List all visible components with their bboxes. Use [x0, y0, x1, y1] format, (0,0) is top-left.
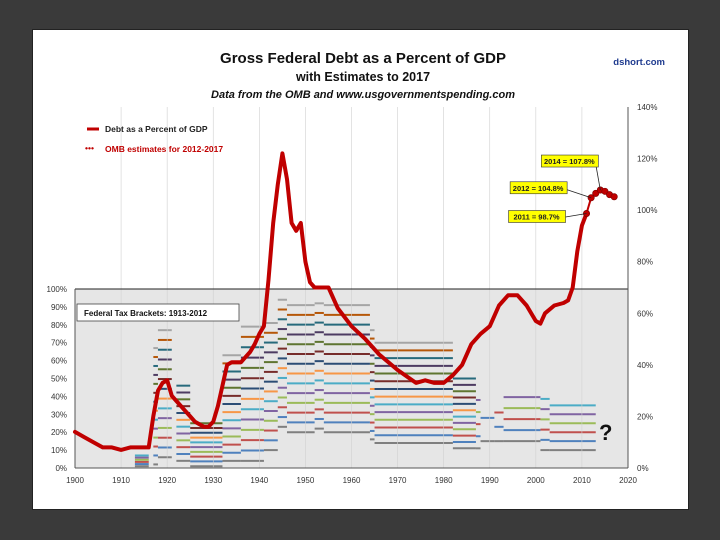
callout-label: 2012 = 104.8%: [513, 184, 564, 193]
chart-frame: Gross Federal Debt as a Percent of GDP w…: [33, 30, 688, 509]
callout-box: [509, 181, 568, 195]
y-axis-left: 0% 10% 20% 30% 40% 50% 60% 70% 80% 90% 100%: [47, 285, 67, 473]
legend-debt-label: Debt as a Percent of GDP: [105, 124, 208, 134]
y-left-tick-label: 30%: [51, 410, 67, 419]
tax-bracket-lines: [134, 298, 596, 468]
callouts: 2011 = 98.7% 2012 = 104.8% 2014 = 107.8%: [508, 154, 601, 223]
x-tick-label: 2020: [619, 476, 637, 485]
y-right-tick-label: 80%: [637, 258, 653, 267]
debt-line: [73, 151, 589, 452]
debt-chart: Gross Federal Debt as a Percent of GDP w…: [47, 50, 665, 485]
debt-series: [73, 151, 589, 452]
y-left-tick-label: 0%: [55, 464, 67, 473]
y-right-tick-label: 120%: [637, 155, 657, 164]
callout-label: 2014 = 107.8%: [544, 157, 595, 166]
x-tick-label: 1990: [481, 476, 499, 485]
x-tick-label: 1930: [204, 476, 222, 485]
x-axis: 1900 1910 1920 1930 1940 1950 1960 1970 1980 1990…: [66, 476, 637, 485]
y-left-tick-label: 80%: [51, 321, 67, 330]
x-tick-label: 1910: [112, 476, 130, 485]
x-tick-label: 1940: [250, 476, 268, 485]
panel-label: Federal Tax Brackets: 1913-2012: [84, 309, 208, 318]
y-left-tick-label: 50%: [51, 375, 67, 384]
estimate-point: [610, 193, 618, 201]
credit-label: dshort.com: [613, 57, 665, 68]
chart-subtitle: with Estimates to 2017: [295, 70, 430, 84]
callout-pointer: [562, 213, 587, 218]
y-right-tick-label: 40%: [637, 361, 653, 370]
callout-box: [508, 210, 566, 223]
question-mark: ?: [599, 420, 612, 445]
y-right-tick-label: 60%: [637, 309, 653, 318]
y-left-tick-label: 70%: [51, 339, 67, 348]
legend-est-swatch: •••: [85, 143, 94, 153]
x-tick-label: 2010: [573, 476, 591, 485]
x-tick-label: 1980: [435, 476, 453, 485]
plot-border: [74, 107, 629, 469]
x-tick-label: 1970: [389, 476, 407, 485]
estimate-points: [583, 186, 618, 217]
y-right-tick-label: 100%: [637, 206, 657, 215]
y-right-tick-label: 140%: [637, 103, 657, 112]
chart-title: Gross Federal Debt as a Percent of GDP: [220, 50, 506, 67]
y-left-tick-label: 40%: [51, 392, 67, 401]
legend: Debt as a Percent of GDP ••• OMB estimat…: [85, 124, 223, 154]
y-axis-right: 0% 20% 40% 60% 80% 100% 120% 140%: [637, 103, 657, 473]
y-left-tick-label: 10%: [51, 446, 67, 455]
x-tick-label: 1920: [158, 476, 176, 485]
x-tick-label: 1900: [66, 476, 84, 485]
panel-label-box: Federal Tax Brackets: 1913-2012: [76, 303, 240, 322]
x-tick-label: 1960: [343, 476, 361, 485]
legend-est-label: OMB estimates for 2012-2017: [105, 144, 223, 154]
y-left-tick-label: 100%: [47, 285, 67, 294]
y-right-tick-label: 0%: [637, 464, 649, 473]
chart-source: Data from the OMB and www.usgovernmentsp…: [211, 89, 515, 101]
x-tick-label: 2000: [527, 476, 545, 485]
y-left-tick-label: 60%: [51, 357, 67, 366]
callout-box: [541, 154, 599, 168]
callout-label: 2011 = 98.7%: [513, 212, 559, 221]
y-left-tick-label: 20%: [51, 428, 67, 437]
y-left-tick-label: 90%: [51, 303, 67, 312]
y-right-tick-label: 20%: [637, 412, 653, 421]
callout-pointer: [564, 188, 592, 199]
x-tick-label: 1950: [297, 476, 315, 485]
